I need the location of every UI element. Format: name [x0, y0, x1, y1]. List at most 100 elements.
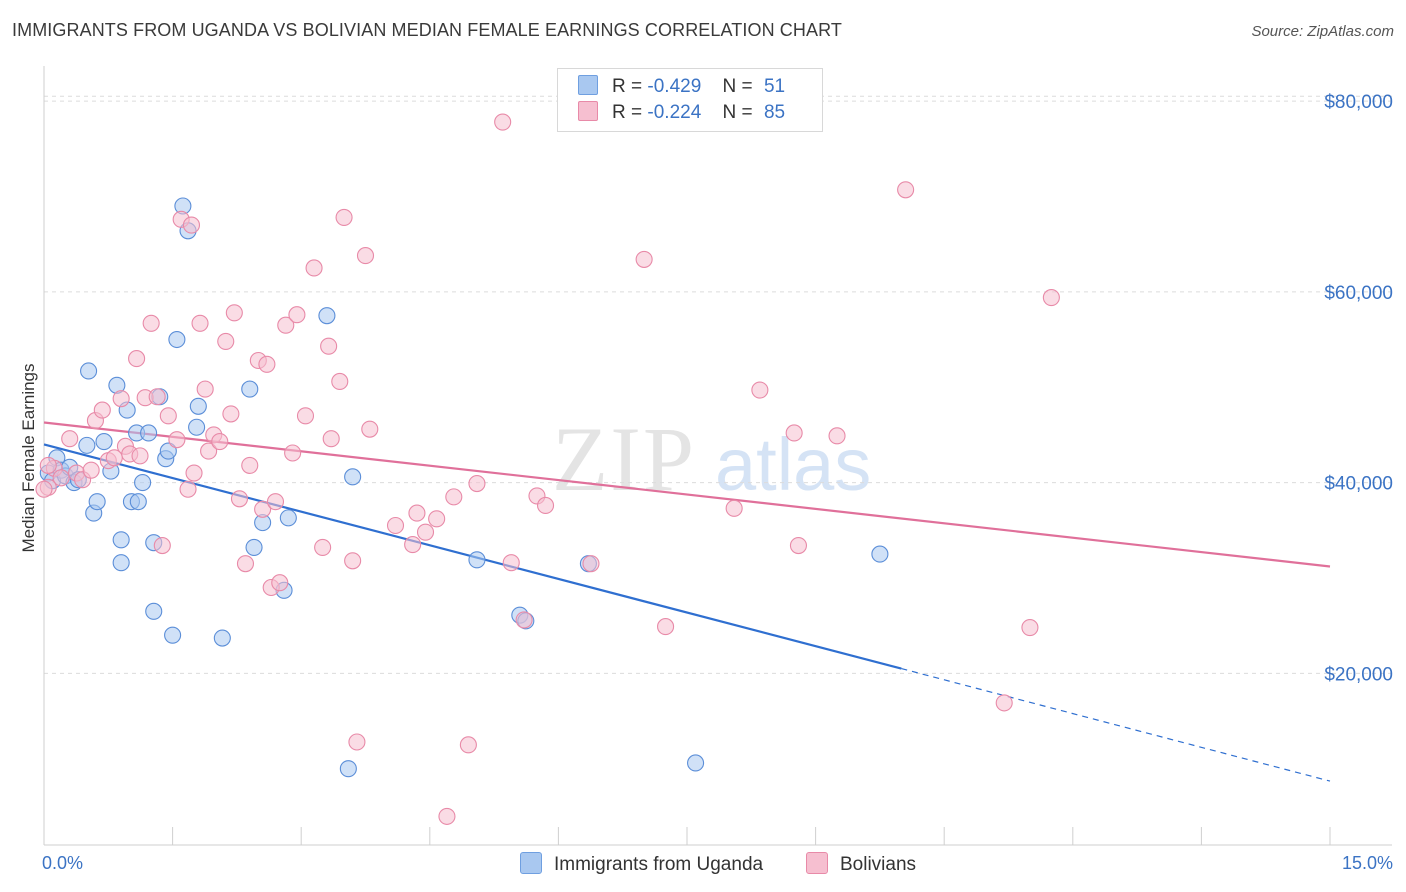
uganda-point: [188, 418, 206, 436]
bolivians-trend-line: [43, 421, 1331, 568]
bolivians-point: [254, 500, 272, 518]
series-swatch-bolivians: [806, 852, 828, 874]
uganda-point: [241, 380, 259, 398]
bolivians-point: [182, 216, 201, 234]
legend-r-value-uganda: -0.429: [647, 76, 702, 97]
data-points: [35, 113, 1060, 825]
series-swatch-uganda: [520, 852, 542, 874]
bolivians-point: [217, 332, 235, 350]
bolivians-point: [131, 447, 149, 465]
bolivians-point: [225, 304, 243, 322]
bolivians-point: [82, 461, 100, 479]
bolivians-point: [502, 554, 520, 572]
bolivians-point: [230, 490, 249, 508]
uganda-point: [687, 754, 705, 772]
series-label-bolivians: Bolivians: [840, 854, 917, 875]
uganda-point: [189, 397, 207, 415]
legend-swatch-bolivians: [578, 101, 598, 121]
legend-n-label: N =: [722, 76, 753, 97]
watermark-zip: ZIP: [552, 408, 696, 510]
uganda-point: [279, 509, 297, 527]
bolivians-point: [168, 431, 186, 449]
chart-title: IMMIGRANTS FROM UGANDA VS BOLIVIAN MEDIA…: [12, 20, 842, 40]
axes: [43, 66, 1392, 846]
bolivians-point: [93, 401, 111, 419]
uganda-point: [134, 474, 152, 492]
uganda-point: [112, 531, 130, 549]
bolivians-point: [52, 469, 70, 487]
uganda-point: [129, 493, 147, 511]
bolivians-point: [258, 355, 276, 373]
uganda-point: [78, 436, 96, 454]
bolivians-point: [39, 456, 57, 474]
legend-swatch-uganda: [578, 75, 598, 95]
axis-labels: $20,000 $40,000 $60,000 $80,000 0.0% 15.0% Med…: [19, 92, 1393, 873]
uganda-trend-extension: [901, 667, 1331, 782]
bolivians-point: [348, 733, 366, 751]
bolivians-point: [897, 181, 915, 199]
bolivians-point: [335, 208, 353, 226]
stats-legend: R = -0.429 N = 51 R = -0.224 N = 85: [557, 68, 823, 132]
legend-row-bolivians: R = -0.224 N = 85: [578, 101, 785, 127]
bolivians-point: [356, 247, 375, 265]
uganda-point: [164, 626, 182, 644]
bolivians-point: [416, 523, 435, 541]
bolivians-point: [241, 456, 259, 474]
bolivians-point: [582, 555, 600, 573]
bolivians-point: [468, 474, 486, 493]
source-label: Source: ZipAtlas.com: [1251, 23, 1394, 40]
y-tick-label: $60,000: [1324, 283, 1393, 304]
legend-r-label: R =: [612, 102, 643, 123]
legend-n-label: N =: [722, 102, 753, 123]
uganda-point: [344, 468, 362, 486]
uganda-point: [80, 362, 98, 380]
y-tick-label: $40,000: [1324, 474, 1393, 495]
y-tick-label: $20,000: [1324, 664, 1393, 685]
bolivians-point: [112, 390, 130, 408]
bolivians-point: [995, 694, 1013, 712]
bolivians-point: [159, 407, 177, 425]
bolivians-point: [185, 464, 203, 482]
uganda-point: [871, 545, 889, 563]
uganda-point: [95, 433, 113, 451]
y-tick-label: $80,000: [1324, 92, 1393, 113]
bolivians-point: [266, 493, 285, 511]
bolivians-point: [1021, 618, 1039, 637]
bolivians-point: [61, 430, 79, 448]
bolivians-point: [785, 424, 803, 442]
bolivians-point: [635, 250, 653, 268]
bolivians-point: [296, 407, 315, 425]
bolivians-point: [196, 380, 214, 398]
bolivians-point: [751, 381, 769, 399]
bolivians-point: [284, 444, 302, 462]
bolivians-point: [386, 516, 405, 535]
bolivians-point: [200, 442, 218, 460]
bolivians-point: [179, 480, 197, 498]
bolivians-point: [271, 574, 289, 592]
bolivians-point: [211, 433, 229, 451]
uganda-point: [159, 442, 177, 460]
uganda-point: [245, 538, 263, 556]
legend-r-label: R =: [612, 76, 643, 97]
series-legend: Immigrants from Uganda Bolivians: [0, 852, 1406, 878]
bolivians-point: [494, 113, 512, 131]
bolivians-point: [322, 430, 340, 448]
bolivians-point: [35, 480, 53, 498]
bolivians-point: [515, 611, 533, 629]
uganda-point: [140, 424, 158, 442]
bolivians-point: [438, 807, 456, 825]
bolivians-point: [344, 552, 362, 570]
bolivians-point: [320, 337, 338, 355]
bolivians-point: [153, 536, 171, 555]
uganda-point: [339, 760, 357, 778]
bolivians-point: [331, 372, 349, 391]
bolivians-point: [142, 314, 160, 332]
bolivians-point: [1042, 288, 1060, 307]
bolivians-point: [445, 488, 463, 506]
legend-n-value-bolivians: 85: [763, 102, 786, 123]
bolivians-point: [428, 510, 446, 528]
bolivians-point: [128, 350, 146, 368]
bolivians-point: [222, 405, 240, 423]
legend-n-value-uganda: 51: [763, 76, 786, 97]
uganda-point: [213, 629, 231, 647]
